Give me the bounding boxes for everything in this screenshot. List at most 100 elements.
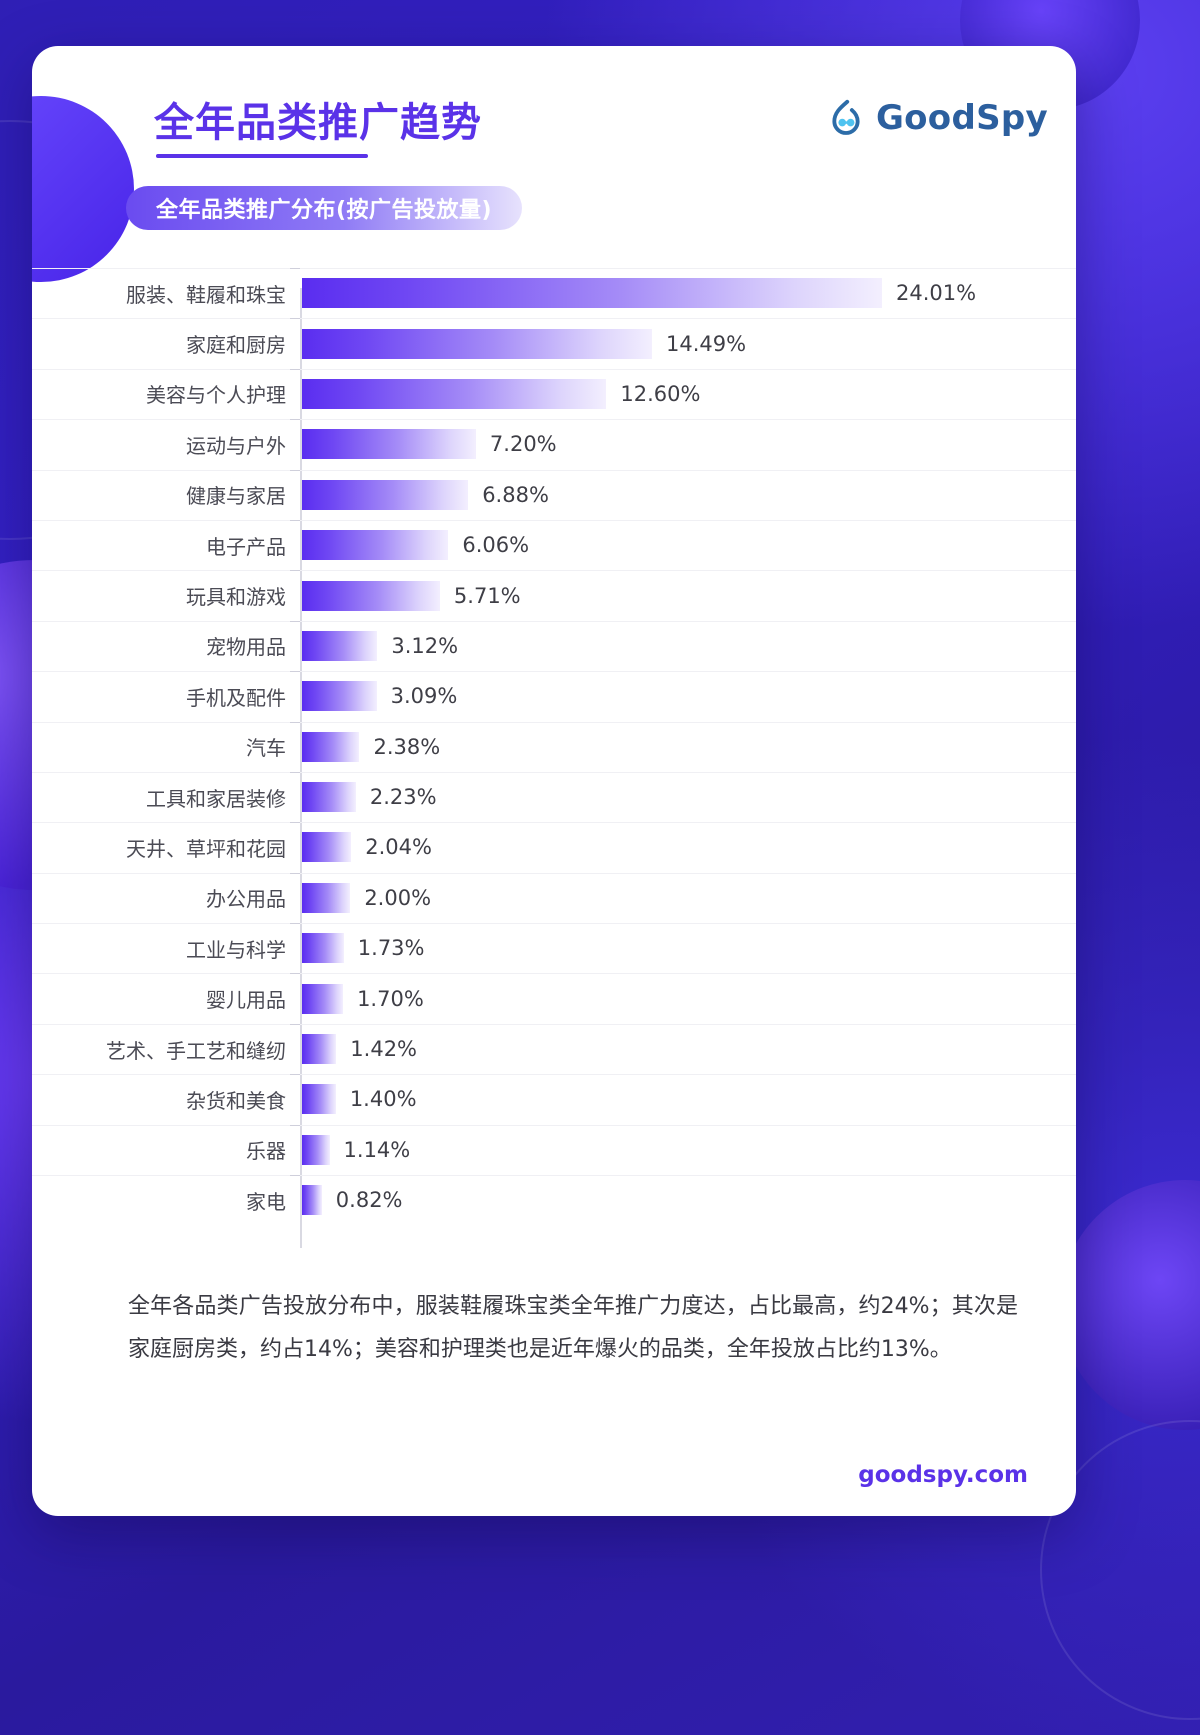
bar	[302, 1134, 330, 1165]
bar-row: 婴儿用品 1.70%	[32, 973, 1076, 1023]
bar	[302, 731, 360, 762]
bar-container: 6.06%	[302, 530, 1076, 561]
bar-value-label: 2.00%	[364, 885, 432, 910]
bar-container: 0.82%	[302, 1185, 1076, 1216]
axis-tick	[290, 368, 300, 370]
bar	[302, 479, 469, 510]
bar-category-label: 电子产品	[206, 534, 286, 559]
bar-value-label: 1.70%	[357, 986, 424, 1011]
row-gridline	[32, 923, 1076, 925]
bar-row: 乐器 1.14%	[32, 1124, 1076, 1175]
infographic-card: 全年品类推广趋势 GoodSpy 全年品类推广分布(按广告投放量) 服装、	[32, 46, 1076, 1516]
bar-rows: 服装、鞋履和珠宝 24.01% 家庭和厨房 14.49% 美容与个人护理 12.60% 运动…	[32, 268, 1076, 1225]
axis-tick	[290, 721, 300, 723]
axis-tick	[290, 419, 300, 421]
bar	[302, 1034, 337, 1065]
decorative-blob-right	[1060, 1180, 1200, 1430]
bar-row: 宠物用品 3.12%	[32, 620, 1076, 671]
axis-tick	[290, 318, 300, 320]
bar-row: 手机及配件 3.09%	[32, 671, 1076, 721]
bar-value-label: 2.23%	[369, 785, 437, 810]
bar-category-label: 玩具和游戏	[186, 585, 286, 610]
bar	[302, 983, 344, 1014]
bar-category-label: 美容与个人护理	[146, 383, 286, 408]
bar	[302, 328, 653, 359]
bar-container: 1.40%	[302, 1084, 1076, 1115]
bar	[302, 1084, 336, 1115]
bar-value-label: 1.42%	[350, 1037, 418, 1062]
axis-tick	[290, 771, 300, 773]
bar-value-label: 1.40%	[349, 1087, 417, 1112]
bar-category-label: 运动与户外	[186, 433, 286, 458]
bar-value-label: 3.12%	[391, 633, 459, 658]
bar-container: 3.12%	[302, 630, 1076, 661]
axis-tick	[290, 519, 300, 521]
bar-container: 3.09%	[302, 681, 1076, 712]
bar	[302, 580, 440, 611]
axis-tick	[290, 570, 300, 572]
category-distribution-bar-chart: 服装、鞋履和珠宝 24.01% 家庭和厨房 14.49% 美容与个人护理 12.60% 运动…	[32, 268, 1076, 1268]
bar-value-label: 1.14%	[343, 1137, 411, 1162]
bar	[302, 1185, 322, 1216]
bar-row: 玩具和游戏 5.71%	[32, 570, 1076, 620]
bar-row: 汽车 2.38%	[32, 721, 1076, 772]
bar	[302, 882, 351, 913]
bar-container: 6.88%	[302, 479, 1076, 510]
row-gridline	[32, 1023, 1076, 1025]
row-gridline	[32, 822, 1076, 824]
bar-value-label: 14.49%	[666, 331, 747, 356]
bar-category-label: 工具和家居装修	[146, 786, 286, 811]
bar	[302, 933, 344, 964]
bar-category-label: 艺术、手工艺和缝纫	[106, 1038, 286, 1063]
axis-tick	[290, 620, 300, 622]
row-gridline	[32, 419, 1076, 421]
axis-tick	[290, 671, 300, 673]
axis-tick	[290, 1023, 300, 1025]
axis-tick	[290, 1124, 300, 1126]
bar-category-label: 手机及配件	[186, 685, 286, 710]
bar-container: 24.01%	[302, 278, 1076, 309]
bar-category-label: 婴儿用品	[206, 988, 286, 1013]
bar-category-label: 家电	[246, 1189, 286, 1214]
bar-container: 12.60%	[302, 378, 1076, 409]
bar-row: 服装、鞋履和珠宝 24.01%	[32, 268, 1076, 318]
bar-row: 办公用品 2.00%	[32, 872, 1076, 923]
bar-row: 工具和家居装修 2.23%	[32, 771, 1076, 822]
card-header: 全年品类推广趋势 GoodSpy	[32, 46, 1076, 222]
axis-tick	[290, 1175, 300, 1177]
bar-container: 2.00%	[302, 882, 1076, 913]
bar-container: 1.73%	[302, 933, 1076, 964]
bar-category-label: 家庭和厨房	[186, 333, 286, 358]
bar-container: 1.70%	[302, 983, 1076, 1014]
bar-category-label: 工业与科学	[186, 937, 286, 962]
bar-container: 1.14%	[302, 1134, 1076, 1165]
row-gridline	[32, 872, 1076, 874]
row-gridline	[32, 1175, 1076, 1177]
bar	[302, 429, 476, 460]
row-gridline	[32, 368, 1076, 370]
bar-value-label: 0.82%	[335, 1188, 403, 1213]
bar-category-label: 天井、草坪和花园	[126, 836, 286, 861]
bar	[302, 832, 352, 863]
brand-name: GoodSpy	[875, 98, 1048, 138]
bar-value-label: 1.73%	[357, 936, 425, 961]
row-gridline	[32, 519, 1076, 521]
bar-row: 家庭和厨房 14.49%	[32, 318, 1076, 368]
bar-container: 1.42%	[302, 1034, 1076, 1065]
bar-category-label: 办公用品	[206, 887, 286, 912]
bar-row: 家电 0.82%	[32, 1175, 1076, 1225]
row-gridline	[32, 1074, 1076, 1076]
axis-tick	[290, 923, 300, 925]
bar-row: 杂货和美食 1.40%	[32, 1074, 1076, 1124]
bar-category-label: 服装、鞋履和珠宝	[126, 282, 286, 307]
bar-value-label: 2.38%	[373, 734, 441, 759]
bar-row: 天井、草坪和花园 2.04%	[32, 822, 1076, 872]
bar-category-label: 健康与家居	[186, 484, 286, 509]
title-underline	[156, 154, 368, 158]
bar-category-label: 宠物用品	[206, 635, 286, 660]
bar-row: 健康与家居 6.88%	[32, 469, 1076, 520]
row-gridline	[32, 771, 1076, 773]
summary-paragraph: 全年各品类广告投放分布中，服装鞋履珠宝类全年推广力度达，占比最高，约24%；其次…	[128, 1294, 1018, 1362]
bar-row: 电子产品 6.06%	[32, 519, 1076, 570]
bar-value-label: 2.04%	[365, 835, 432, 860]
